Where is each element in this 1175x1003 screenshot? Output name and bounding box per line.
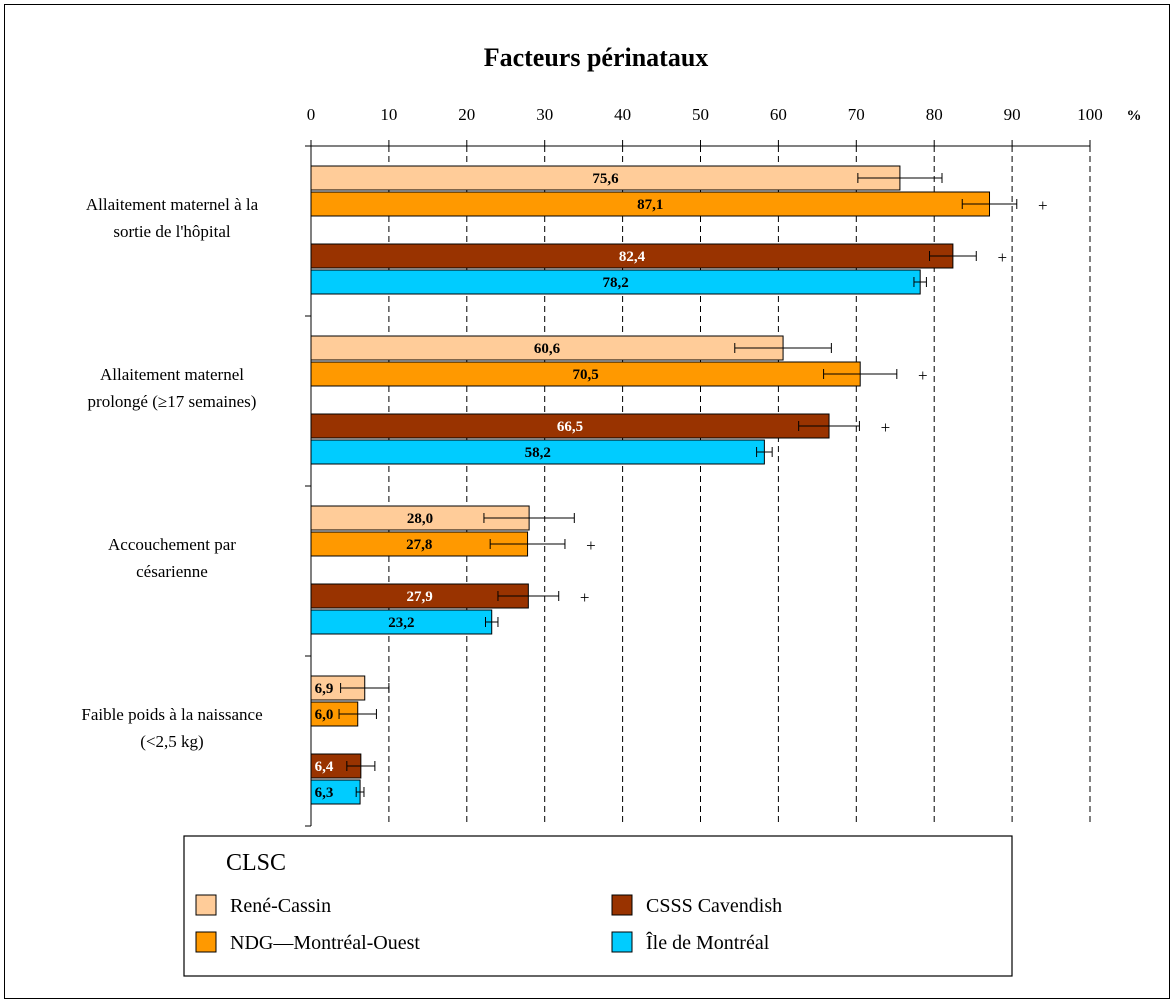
legend-box xyxy=(183,835,1013,977)
category-label: Accouchement par césarienne xyxy=(108,535,236,581)
data-label: 70,5 xyxy=(572,367,598,383)
bar xyxy=(310,191,991,217)
data-label: 27,8 xyxy=(406,537,432,553)
data-label: 82,4 xyxy=(619,249,646,265)
bar xyxy=(310,335,784,361)
x-tick-label: 50 xyxy=(692,105,709,124)
x-tick-label: 60 xyxy=(770,105,787,124)
data-label: 75,6 xyxy=(592,171,619,187)
significance-marker: + xyxy=(918,366,928,385)
x-axis-unit-label: % xyxy=(1127,108,1142,124)
significance-marker: + xyxy=(881,418,891,437)
legend-entry: NDG—Montréal-Ouest xyxy=(230,932,420,954)
chart-title: Facteurs périnataux xyxy=(484,43,709,72)
data-label: 58,2 xyxy=(525,445,551,461)
bars: 75,6 87,1 +82,4 +78,2 60,6 70,5 +66,5 +58,2 28,0… xyxy=(310,165,1048,805)
category-label: Allaitement maternel prolongé (≥17 semain… xyxy=(88,365,257,411)
x-tick-label: 30 xyxy=(536,105,553,124)
data-label: 87,1 xyxy=(637,197,663,213)
bar xyxy=(310,361,861,387)
data-label: 66,5 xyxy=(557,419,583,435)
bar xyxy=(310,779,361,805)
x-tick-label: 90 xyxy=(1004,105,1021,124)
category-label: Faible poids à la naissance (<2,5 kg) xyxy=(81,705,262,751)
data-label: 6,4 xyxy=(315,759,334,775)
x-tick-label: 100 xyxy=(1077,105,1103,124)
data-label: 23,2 xyxy=(388,615,414,631)
legend-entry: Île de Montréal xyxy=(646,931,770,954)
legend-swatch xyxy=(195,894,217,916)
category-labels: Allaitement maternel à la sortie de l'hôp… xyxy=(81,195,262,751)
x-tick-label: 10 xyxy=(380,105,397,124)
legend-entry: René-Cassin xyxy=(230,895,331,917)
x-tick-label: 0 xyxy=(307,105,316,124)
bar xyxy=(310,439,765,465)
data-label: 6,3 xyxy=(315,785,334,801)
significance-marker: + xyxy=(580,588,590,607)
significance-marker: + xyxy=(1038,196,1048,215)
legend-title: CLSC xyxy=(226,850,286,876)
legend: CLSC René-Cassin NDG—Montréal-Ouest CSSS Ca… xyxy=(183,835,1013,977)
x-tick-label: 70 xyxy=(848,105,865,124)
data-label: 6,0 xyxy=(315,707,334,723)
data-label: 28,0 xyxy=(407,511,433,527)
bar xyxy=(310,609,493,635)
data-label: 27,9 xyxy=(407,589,433,605)
data-label: 78,2 xyxy=(602,275,628,291)
x-tick-label: 40 xyxy=(614,105,631,124)
legend-swatch xyxy=(611,931,633,953)
legend-swatch xyxy=(195,931,217,953)
x-tick-label: 80 xyxy=(926,105,943,124)
bar xyxy=(310,269,921,295)
data-label: 60,6 xyxy=(534,341,561,357)
x-tick-label: 20 xyxy=(458,105,475,124)
legend-swatch xyxy=(611,894,633,916)
bar xyxy=(310,583,529,609)
significance-marker: + xyxy=(586,536,596,555)
legend-entry: CSSS Cavendish xyxy=(646,895,782,917)
significance-marker: + xyxy=(997,248,1007,267)
category-label: Allaitement maternel à la sortie de l'hôp… xyxy=(86,195,259,241)
data-label: 6,9 xyxy=(315,681,334,697)
